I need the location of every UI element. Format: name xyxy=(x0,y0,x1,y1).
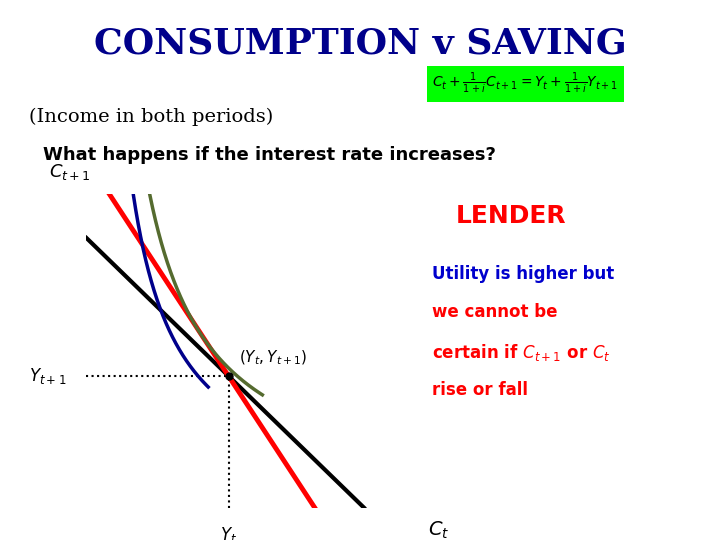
Text: certain if $C_{t+1}$ or $C_t$: certain if $C_{t+1}$ or $C_t$ xyxy=(432,342,611,363)
Text: LENDER: LENDER xyxy=(456,204,567,228)
Text: $Y_{t+1}$: $Y_{t+1}$ xyxy=(29,366,66,386)
Text: $C_t$: $C_t$ xyxy=(428,520,449,540)
Text: $Y_t$: $Y_t$ xyxy=(220,525,237,540)
Text: What happens if the interest rate increases?: What happens if the interest rate increa… xyxy=(43,146,496,164)
Text: $(Y_t, Y_{t+1})$: $(Y_t, Y_{t+1})$ xyxy=(238,348,307,367)
Text: $C_{t+1}$: $C_{t+1}$ xyxy=(48,162,91,182)
Text: CONSUMPTION v SAVING: CONSUMPTION v SAVING xyxy=(94,27,626,61)
Text: (Income in both periods): (Income in both periods) xyxy=(29,108,273,126)
Text: Utility is higher but: Utility is higher but xyxy=(432,265,614,282)
Text: we cannot be: we cannot be xyxy=(432,303,557,321)
Text: $C_t + \frac{1}{1+i}C_{t+1} = Y_t + \frac{1}{1+i}Y_{t+1}$: $C_t + \frac{1}{1+i}C_{t+1} = Y_t + \fra… xyxy=(433,71,618,96)
Text: rise or fall: rise or fall xyxy=(432,381,528,399)
